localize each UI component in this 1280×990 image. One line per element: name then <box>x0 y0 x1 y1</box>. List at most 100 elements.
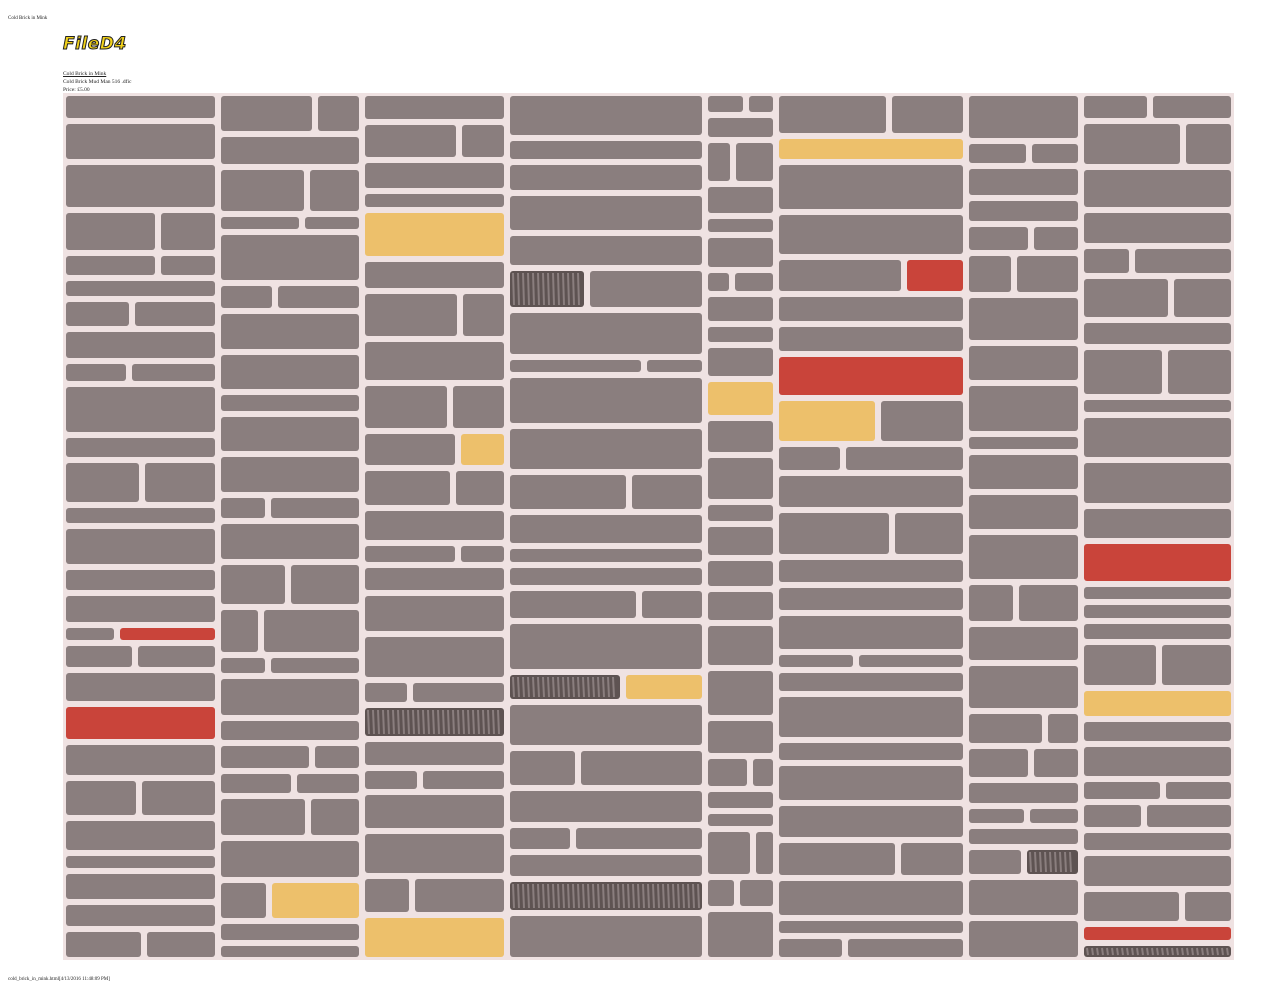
brick <box>1084 213 1231 243</box>
brick <box>1084 805 1141 827</box>
brick <box>753 759 773 786</box>
brick <box>221 96 312 131</box>
brick <box>365 637 504 677</box>
brick <box>708 880 734 906</box>
brick-stripe <box>1161 947 1164 956</box>
brick <box>1153 96 1231 118</box>
brick-stripe <box>582 676 585 698</box>
brick-stripe <box>1141 947 1144 956</box>
brick <box>1186 124 1231 164</box>
brick-stripe <box>587 883 590 909</box>
brick <box>510 236 702 265</box>
brick-stripe <box>692 883 695 909</box>
brick-stripe <box>642 883 645 909</box>
brick <box>779 697 963 737</box>
brick-stripe <box>1136 947 1139 956</box>
brick <box>365 125 456 157</box>
brick <box>66 673 215 701</box>
brick <box>365 795 504 828</box>
brick <box>510 378 702 423</box>
brick-stripe <box>557 676 560 698</box>
brick <box>708 327 773 342</box>
brick <box>365 834 504 873</box>
product-description: Cold Brick Mud Man 516 .dfic <box>63 79 132 85</box>
brick <box>779 806 963 837</box>
brick-stripe <box>512 676 515 698</box>
brick <box>779 939 842 957</box>
brick <box>66 932 141 957</box>
brick <box>1084 463 1231 503</box>
brick <box>708 671 773 715</box>
brick-stripe <box>512 272 515 306</box>
brick-stripe <box>637 883 640 909</box>
brick <box>365 771 417 789</box>
brick <box>1084 249 1129 273</box>
brick-stripe <box>477 709 480 735</box>
brick <box>1084 544 1231 581</box>
brick-stripe <box>627 883 630 909</box>
page-footer: cold_brick_in_mink.html[4/13/2016 11:48:… <box>8 977 110 982</box>
brick <box>510 791 702 822</box>
brick <box>1084 96 1147 118</box>
brick <box>66 874 215 899</box>
brick-stripe <box>417 709 420 735</box>
brick-stripe <box>372 709 375 735</box>
brick-stripe <box>522 272 525 306</box>
brick <box>576 828 702 849</box>
brick-stripe <box>1166 947 1169 956</box>
brick-stripe <box>422 709 425 735</box>
brick <box>779 655 853 667</box>
brick-stripe <box>1106 947 1109 956</box>
brick-stripe <box>442 709 445 735</box>
brick <box>510 624 702 669</box>
product-info: Cold Brick in Mink Cold Brick Mud Man 51… <box>63 70 131 94</box>
brick <box>365 386 447 428</box>
brick <box>708 273 729 291</box>
brick <box>708 238 773 267</box>
product-link[interactable]: Cold Brick in Mink <box>63 71 107 77</box>
brick <box>221 610 258 652</box>
brick-stripe <box>567 272 570 306</box>
brick-stripe <box>577 272 580 306</box>
brick <box>779 843 895 875</box>
brick <box>969 256 1011 292</box>
brick <box>66 302 129 326</box>
brick <box>456 471 504 505</box>
brick <box>66 781 136 815</box>
brick <box>859 655 963 667</box>
brick-stripe <box>577 676 580 698</box>
brick-stripe <box>392 709 395 735</box>
brick-stripe <box>382 709 385 735</box>
brick <box>1084 782 1160 799</box>
brick <box>221 235 359 280</box>
brick-stripe <box>437 709 440 735</box>
brick <box>278 286 359 308</box>
brick-stripe <box>482 709 485 735</box>
brick <box>969 585 1013 621</box>
brick-stripe <box>512 883 515 909</box>
brick <box>708 527 773 555</box>
brick <box>66 508 215 523</box>
brick <box>423 771 504 789</box>
brick-stripe <box>672 883 675 909</box>
brick <box>221 524 359 559</box>
brick <box>1019 585 1078 621</box>
brick <box>66 256 155 275</box>
brick-stripe <box>662 883 665 909</box>
brick <box>881 401 963 441</box>
brick <box>461 546 504 562</box>
brick-stripe <box>557 883 560 909</box>
brick <box>708 421 773 452</box>
brick-stripe <box>1196 947 1199 956</box>
brick <box>779 297 963 321</box>
brick <box>221 799 305 835</box>
brick <box>221 746 309 768</box>
brick-stripe <box>1216 947 1219 956</box>
brick-stripe <box>1201 947 1204 956</box>
brick-stripe <box>1211 947 1214 956</box>
brick-stripe <box>1086 947 1089 956</box>
brick <box>1032 144 1078 163</box>
brick <box>969 96 1078 138</box>
logo[interactable]: FileD4 <box>63 34 127 55</box>
brick-stripe <box>537 272 540 306</box>
